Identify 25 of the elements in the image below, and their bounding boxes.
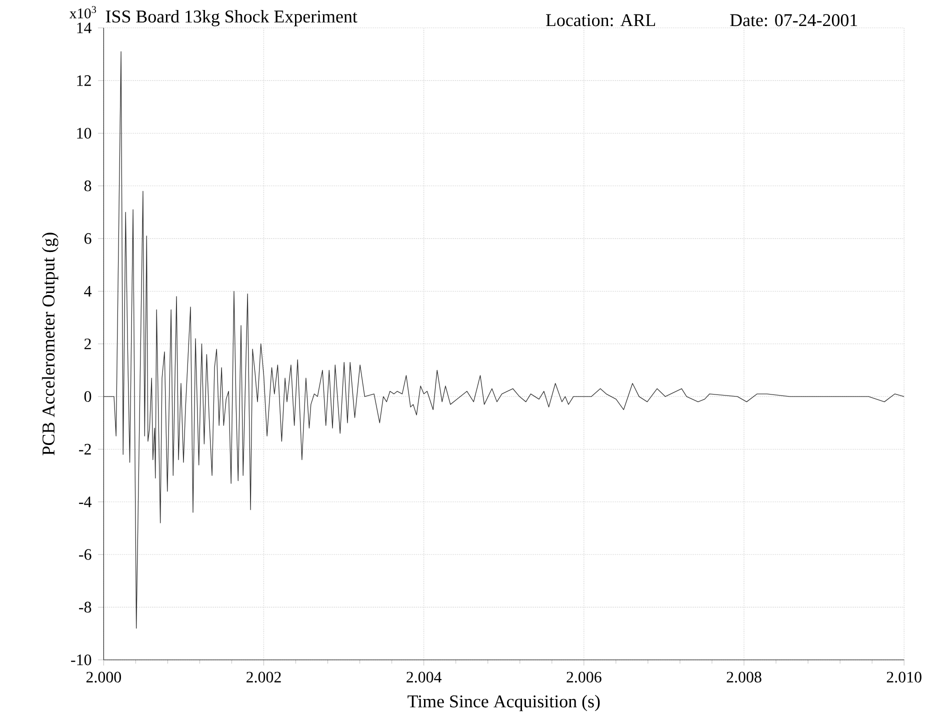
text: Date: 07-24-2001 <box>730 14 858 26</box>
y-axis-title: PCB Accelerometer Output (g) <box>42 232 58 456</box>
y-tick-label: -6 <box>79 549 92 560</box>
y-tick-label: -4 <box>79 496 92 508</box>
y-tick-label: 10 <box>77 128 92 139</box>
x-tick-label: 2.004 <box>406 672 442 683</box>
x-axis-title: Time Since Acquisition (s) <box>408 694 600 712</box>
y-tick-label: 14 <box>77 22 92 34</box>
y-tick-label: 12 <box>77 75 91 86</box>
y-tick-label: -8 <box>79 602 92 613</box>
x-tick-label: 2.002 <box>246 672 281 683</box>
text: Location: ARL <box>546 14 656 26</box>
y-tick-label: 0 <box>84 391 92 402</box>
y-tick-label: 4 <box>84 286 92 296</box>
chart-title: ISS Board 13kg Shock Experiment <box>106 10 358 26</box>
y-tick-label: 2 <box>84 338 91 350</box>
y-tick-label: 6 <box>84 233 92 244</box>
x-tick-label: 2.006 <box>566 672 602 683</box>
text: x10$^{3}$ <box>70 6 96 18</box>
y-tick-label: 8 <box>84 180 92 192</box>
x-tick-label: 2.000 <box>86 672 121 683</box>
y-tick-label: -10 <box>71 654 92 666</box>
x-tick-label: 2.010 <box>886 672 922 683</box>
x-tick-label: 2.008 <box>726 672 762 683</box>
y-tick-label: -2 <box>79 444 91 454</box>
